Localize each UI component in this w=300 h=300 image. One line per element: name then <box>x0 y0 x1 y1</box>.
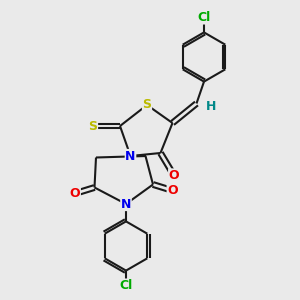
Text: S: S <box>142 98 152 112</box>
Text: O: O <box>169 169 179 182</box>
Text: O: O <box>167 184 178 197</box>
Text: Cl: Cl <box>197 11 211 24</box>
Text: O: O <box>70 187 80 200</box>
Text: Cl: Cl <box>119 279 133 292</box>
Text: N: N <box>125 149 136 163</box>
Text: H: H <box>206 100 217 113</box>
Text: S: S <box>88 119 98 133</box>
Text: N: N <box>121 197 131 211</box>
